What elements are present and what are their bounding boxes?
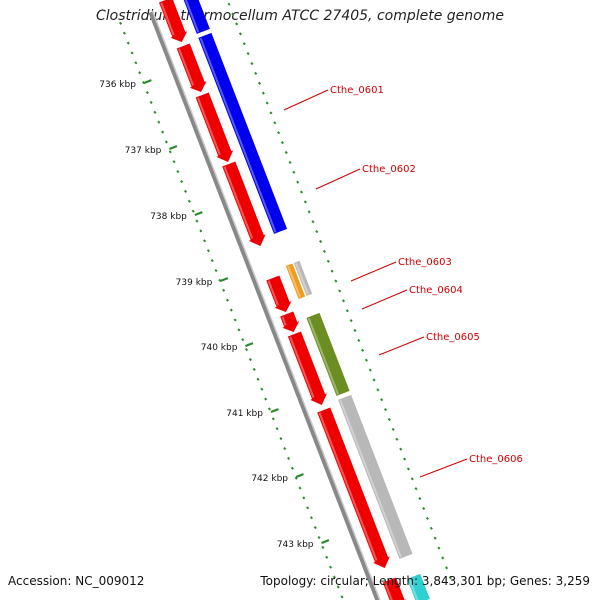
cds-arrow (280, 311, 300, 332)
gray-feature-bar-bevel (295, 262, 309, 295)
scale-tick-label: 743 kbp (277, 540, 314, 550)
accession-text: Accession: NC_009012 (8, 574, 145, 588)
major-tick (143, 79, 152, 85)
gene-label-leader (378, 336, 425, 356)
cds-arrow-bevel (267, 280, 279, 306)
gray-feature-bar (293, 260, 313, 296)
cds-arrow-bevel (223, 166, 254, 239)
cds-arrow-bevel (196, 97, 221, 155)
scale-tick-label: 741 kbp (226, 409, 263, 419)
cds-arrow (287, 331, 327, 405)
blue-feature-bar (198, 32, 288, 234)
scale-tick-label: 739 kbp (176, 278, 213, 288)
orange-feature-bar-bevel (287, 265, 302, 298)
orange-feature-bar (285, 263, 306, 300)
major-tick (194, 211, 203, 217)
scale-tick-label: 742 kbp (251, 474, 288, 484)
gene-label[interactable]: Cthe_0602 (362, 164, 416, 175)
genome-summary-text: Topology: circular; Length: 3,843,301 bp… (260, 574, 590, 588)
cds-arrow (222, 161, 266, 246)
cds-arrow (176, 43, 207, 92)
backbone-highlight (152, 11, 381, 600)
scale-tick-label: 736 kbp (99, 80, 136, 90)
scale-tick-label: 738 kbp (150, 212, 187, 222)
cyan-feature-bar (407, 573, 430, 600)
cds-arrow-bevel (289, 336, 315, 398)
scale-tick-label: 737 kbp (125, 146, 162, 156)
gene-label[interactable]: Cthe_0603 (398, 257, 452, 268)
scale-ticks: 736 kbp 737 kbp 738 kbp 739 kbp 740 kbp 741 k… (99, 2, 452, 599)
blue-feature-bar (183, 0, 210, 34)
cds-arrow-bevel (160, 2, 175, 36)
major-tick (169, 145, 178, 151)
gene-label[interactable]: Cthe_0601 (330, 85, 384, 96)
blue-feature-bar-bevel (184, 0, 200, 33)
cds-arrow-bevel (281, 316, 287, 326)
cds-arrow-bevel (318, 412, 378, 561)
gene-label[interactable]: Cthe_0604 (409, 285, 463, 296)
gene-label-leader (419, 458, 468, 478)
cds-arrow (158, 0, 188, 42)
olive-feature-bar (306, 312, 350, 396)
gene-label-leader (315, 168, 361, 190)
gene-label-leader (283, 89, 329, 111)
olive-feature-bar-bevel (307, 317, 339, 395)
cds-arrow (195, 92, 234, 162)
backbone-line (148, 11, 381, 600)
major-tick (295, 473, 304, 479)
gene-label[interactable]: Cthe_0606 (469, 454, 523, 465)
cyan-feature-bar-bevel (408, 578, 419, 600)
gene-label-leader (350, 261, 397, 282)
feature-tracks (158, 0, 430, 600)
major-tick (321, 539, 330, 545)
gray-feature-bar (338, 394, 413, 559)
major-tick (245, 342, 254, 348)
blue-feature-bar-bevel (199, 37, 277, 233)
major-tick (219, 277, 229, 283)
scale-tick-label: 740 kbp (201, 343, 238, 353)
gray-feature-bar-bevel (339, 399, 402, 558)
cds-arrow (382, 577, 407, 600)
cds-arrow (266, 275, 292, 312)
cds-arrow (317, 407, 390, 568)
gene-label-leader (361, 289, 408, 310)
gene-labels: Cthe_0601 Cthe_0602 Cthe_0603 Cthe_0604 Cthe… (283, 85, 523, 478)
gene-label[interactable]: Cthe_0605 (426, 332, 480, 343)
major-tick (270, 408, 279, 414)
genome-backbone (148, 11, 381, 600)
cds-arrow-bevel (178, 48, 195, 86)
